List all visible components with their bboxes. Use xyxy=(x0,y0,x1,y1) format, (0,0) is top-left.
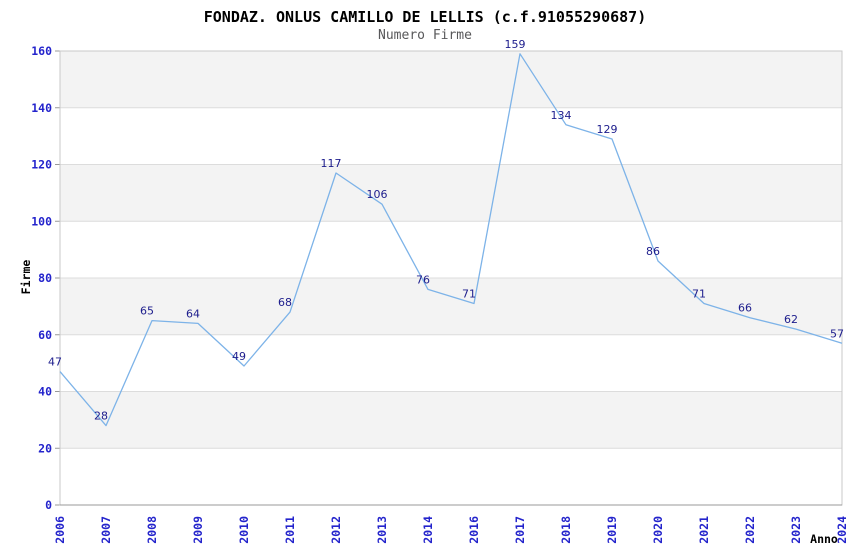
x-tick-label: 2024 xyxy=(835,516,849,544)
y-tick-label: 20 xyxy=(38,441,52,455)
plot-band xyxy=(60,107,842,165)
y-axis-title: Firme xyxy=(19,260,33,295)
data-point-label: 159 xyxy=(505,38,526,51)
y-tick-label: 80 xyxy=(38,271,52,285)
x-tick-label: 2008 xyxy=(145,516,159,544)
data-series-line xyxy=(59,53,843,427)
plot-band xyxy=(60,51,842,108)
x-tick-label: 2011 xyxy=(283,516,297,544)
x-tick-label: 2017 xyxy=(513,516,527,544)
y-tick-label: 100 xyxy=(31,214,52,228)
y-tick-label: 40 xyxy=(38,385,52,399)
y-tick-label: 160 xyxy=(31,44,52,58)
data-point-label: 64 xyxy=(186,307,200,320)
x-tick-label: 2020 xyxy=(651,516,665,544)
plot-band xyxy=(60,448,842,505)
x-tick-label: 2006 xyxy=(53,516,67,544)
data-point-label: 47 xyxy=(48,356,62,369)
data-point-label: 65 xyxy=(140,305,154,318)
y-tick-label: 140 xyxy=(31,101,52,115)
chart-title: FONDAZ. ONLUS CAMILLO DE LELLIS (c.f.910… xyxy=(203,8,647,26)
data-point-label: 71 xyxy=(692,288,706,301)
data-point-label: 62 xyxy=(784,313,798,326)
data-point-label: 57 xyxy=(830,327,844,340)
x-tick-label: 2021 xyxy=(697,516,711,544)
plot-band xyxy=(60,391,842,449)
plot-band xyxy=(60,221,842,278)
data-point-label: 68 xyxy=(278,296,292,309)
x-tick-label: 2010 xyxy=(237,516,251,544)
data-point-label: 66 xyxy=(738,302,752,315)
x-tick-label: 2009 xyxy=(191,516,205,544)
plot-band xyxy=(60,334,842,392)
x-tick-label: 2014 xyxy=(421,516,435,544)
x-tick-label: 2013 xyxy=(375,516,389,544)
plot-band xyxy=(60,164,842,222)
chart-subtitle: Numero Firme xyxy=(378,28,472,43)
x-tick-label: 2007 xyxy=(99,516,113,544)
data-point-label: 106 xyxy=(367,188,388,201)
x-tick-label: 2016 xyxy=(467,516,481,544)
x-tick-label: 2012 xyxy=(329,516,343,544)
plot-band xyxy=(60,278,842,335)
y-tick-label: 120 xyxy=(31,158,52,172)
x-axis-title: Anno xyxy=(810,532,838,546)
y-tick-label: 0 xyxy=(45,498,52,512)
y-tick-label: 60 xyxy=(38,328,52,342)
data-point-label: 76 xyxy=(416,273,430,286)
data-point-label: 117 xyxy=(321,157,342,170)
data-point-label: 86 xyxy=(646,245,660,258)
x-tick-label: 2019 xyxy=(605,516,619,544)
data-point-label: 28 xyxy=(94,410,108,423)
data-point-label: 129 xyxy=(597,123,618,136)
data-point-label: 134 xyxy=(551,109,572,122)
x-tick-label: 2022 xyxy=(743,516,757,544)
data-point-label: 49 xyxy=(232,350,246,363)
x-tick-label: 2023 xyxy=(789,516,803,544)
x-tick-label: 2018 xyxy=(559,516,573,544)
data-point-label: 71 xyxy=(462,288,476,301)
